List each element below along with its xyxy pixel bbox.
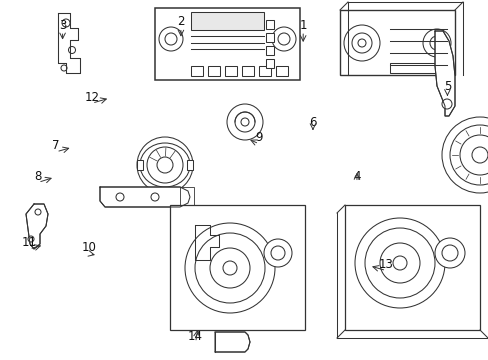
Circle shape	[68, 46, 75, 54]
Circle shape	[351, 33, 371, 53]
Circle shape	[459, 135, 488, 175]
Text: 7: 7	[52, 139, 60, 152]
Circle shape	[429, 36, 443, 50]
Circle shape	[357, 39, 365, 47]
Circle shape	[434, 238, 464, 268]
Bar	[265, 59, 273, 68]
Circle shape	[241, 118, 248, 126]
Bar	[339, 10, 454, 75]
Circle shape	[212, 238, 218, 244]
Bar	[389, 63, 446, 73]
Circle shape	[226, 104, 263, 140]
Circle shape	[193, 261, 217, 285]
Polygon shape	[195, 225, 219, 260]
Polygon shape	[215, 332, 249, 352]
Bar	[191, 12, 264, 30]
Circle shape	[62, 19, 70, 27]
Text: 5: 5	[443, 80, 450, 93]
Circle shape	[200, 268, 209, 278]
Bar	[170, 205, 305, 330]
Circle shape	[184, 253, 224, 293]
Bar	[224, 66, 237, 76]
Text: 8: 8	[34, 170, 42, 183]
Circle shape	[271, 27, 295, 51]
Circle shape	[164, 33, 177, 45]
Text: 2: 2	[177, 15, 184, 28]
Circle shape	[184, 223, 274, 313]
Polygon shape	[434, 31, 454, 116]
Circle shape	[278, 33, 289, 45]
Ellipse shape	[140, 143, 190, 187]
Circle shape	[471, 147, 487, 163]
Polygon shape	[100, 187, 190, 207]
Circle shape	[441, 117, 488, 193]
Circle shape	[147, 147, 183, 183]
Bar	[207, 66, 220, 76]
Bar	[186, 160, 193, 170]
Circle shape	[223, 261, 237, 275]
Circle shape	[116, 193, 124, 201]
Circle shape	[137, 137, 193, 193]
Circle shape	[392, 256, 406, 270]
Text: 1: 1	[299, 19, 306, 32]
Circle shape	[28, 236, 34, 242]
Text: 13: 13	[378, 258, 393, 271]
Bar	[180, 187, 194, 207]
Circle shape	[235, 112, 254, 132]
Bar	[259, 66, 270, 76]
Bar	[345, 205, 479, 330]
Bar	[242, 66, 253, 76]
Circle shape	[151, 193, 159, 201]
Bar	[265, 46, 273, 55]
Circle shape	[264, 239, 291, 267]
Circle shape	[157, 157, 173, 173]
Text: 4: 4	[352, 170, 360, 183]
Circle shape	[343, 25, 379, 61]
Circle shape	[354, 218, 444, 308]
Bar	[275, 66, 287, 76]
Polygon shape	[26, 204, 48, 249]
Text: 3: 3	[59, 19, 66, 32]
Circle shape	[364, 228, 434, 298]
Bar	[265, 20, 273, 29]
Circle shape	[441, 99, 451, 109]
Text: 9: 9	[255, 131, 263, 144]
Circle shape	[35, 209, 41, 215]
Bar	[137, 160, 142, 170]
Circle shape	[270, 246, 285, 260]
Circle shape	[61, 65, 67, 71]
Circle shape	[159, 27, 183, 51]
Circle shape	[195, 233, 264, 303]
Polygon shape	[58, 13, 80, 73]
Circle shape	[209, 248, 249, 288]
Circle shape	[449, 125, 488, 185]
Text: 6: 6	[308, 116, 316, 129]
Text: 14: 14	[188, 330, 203, 343]
Text: 10: 10	[82, 241, 97, 254]
Bar	[155, 8, 299, 80]
Circle shape	[441, 245, 457, 261]
Text: 11: 11	[22, 237, 37, 249]
Text: 12: 12	[84, 91, 99, 104]
Bar	[265, 33, 273, 42]
Bar	[191, 66, 203, 76]
Circle shape	[422, 29, 450, 57]
Circle shape	[379, 243, 419, 283]
